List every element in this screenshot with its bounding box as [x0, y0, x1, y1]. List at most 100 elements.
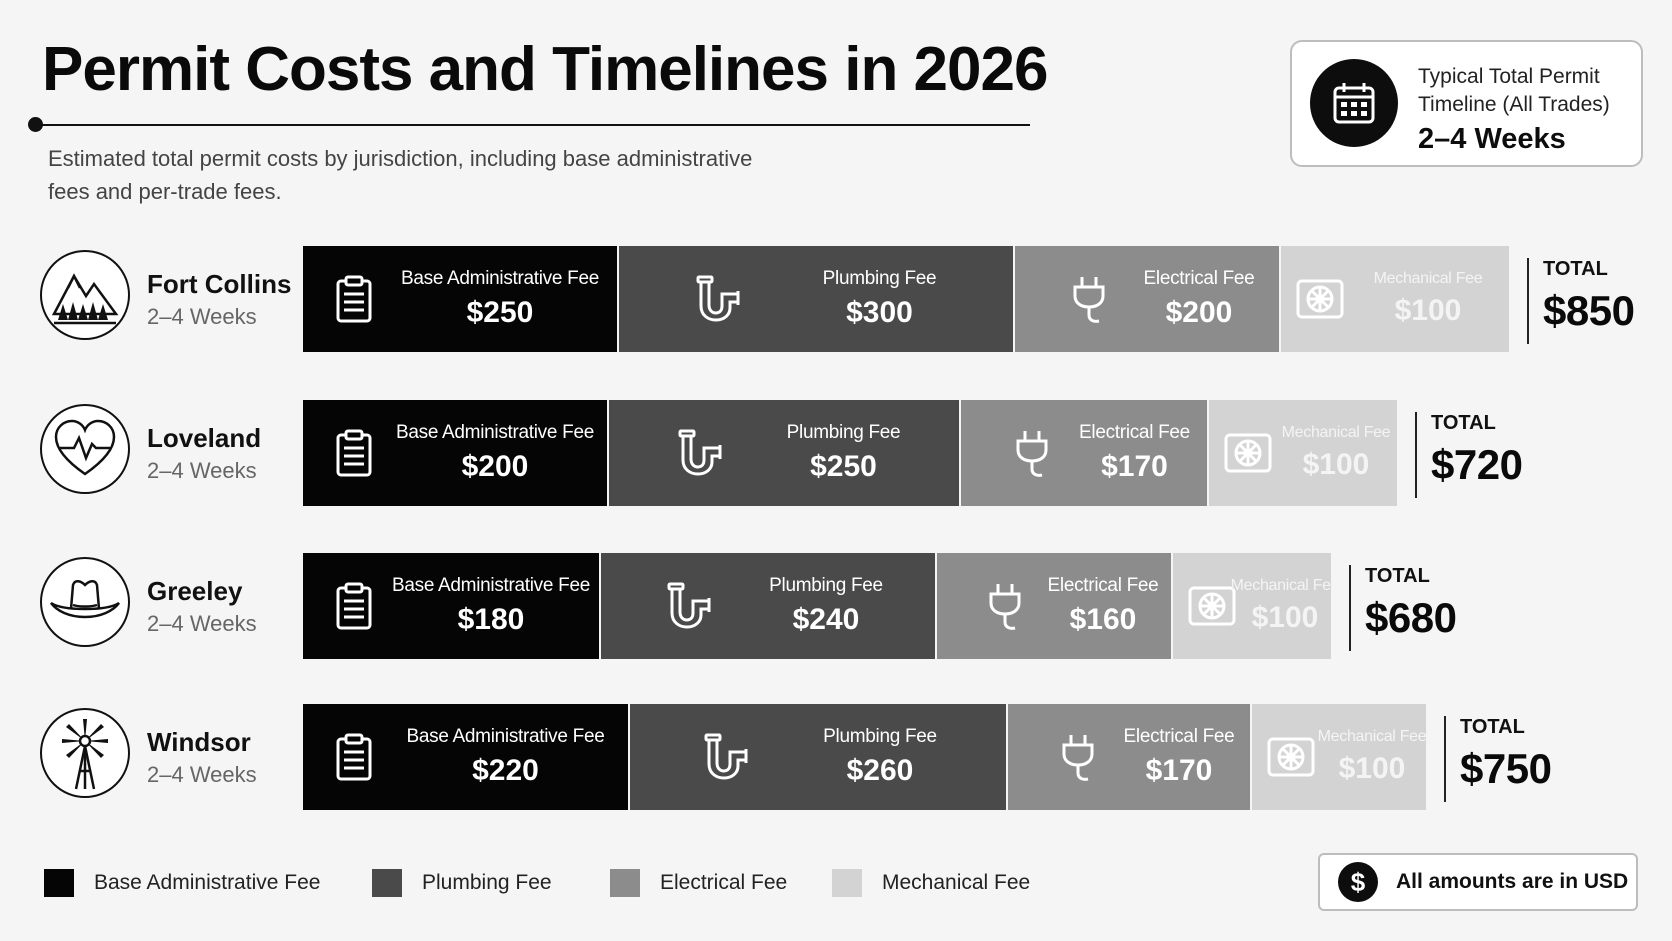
city-row: Loveland 2–4 Weeks Base Administrative Fee…	[0, 400, 1672, 510]
stacked-bar: Base Administrative Fee $200 Plumbing Fee $…	[303, 400, 1397, 506]
heart-pulse-icon	[40, 404, 130, 494]
legend-swatch-electrical	[610, 869, 640, 897]
city-name: Loveland	[147, 423, 262, 453]
bar-segment-mech: Mechanical Fee $100	[1209, 400, 1397, 506]
legend-label-electrical: Electrical Fee	[660, 871, 788, 894]
hvac-unit-icon	[1185, 579, 1239, 633]
segment-value: $170	[1145, 754, 1213, 787]
city-timeline: 2–4 Weeks	[147, 611, 257, 636]
clipboard-icon	[327, 730, 381, 784]
total-label: TOTAL	[1543, 258, 1608, 280]
legend-label-plumbing: Plumbing Fee	[422, 871, 552, 894]
bar-segment-plumb: Plumbing Fee $240	[601, 553, 937, 659]
segment-label: Base Administrative Fee	[401, 268, 599, 289]
mountains-icon	[40, 250, 130, 340]
legend-item-plumbing: Plumbing Fee	[372, 868, 552, 898]
plug-icon	[979, 579, 1033, 633]
segment-label: Plumbing Fee	[823, 726, 937, 747]
bar-segment-mech: Mechanical Fee $100	[1252, 704, 1426, 810]
legend-item-mechanical: Mechanical Fee	[832, 868, 1030, 898]
pipe-icon	[690, 272, 744, 326]
segment-label: Mechanical Fee	[1317, 728, 1426, 745]
dollar-icon: $	[1338, 862, 1378, 902]
segment-label: Base Administrative Fee	[396, 422, 594, 443]
cowboy-hat-icon	[40, 557, 130, 647]
segment-label: Plumbing Fee	[786, 422, 901, 443]
clipboard-icon	[327, 272, 381, 326]
segment-label: Electrical Fee	[1047, 575, 1159, 596]
total-value: $680	[1365, 594, 1457, 641]
page-title: Permit Costs and Timelines in 2026	[42, 35, 1048, 104]
stacked-bar: Base Administrative Fee $250 Plumbing Fee $…	[303, 246, 1509, 352]
clipboard-icon	[327, 426, 381, 480]
bar-segment-mech: Mechanical Fee $100	[1173, 553, 1331, 659]
city-timeline: 2–4 Weeks	[147, 458, 257, 483]
title-underline	[36, 124, 1030, 126]
segment-label: Electrical Fee	[1079, 422, 1190, 443]
row-total: TOTAL $750	[1444, 716, 1552, 802]
bar-segment-base: Base Administrative Fee $180	[303, 553, 601, 659]
total-label: TOTAL	[1460, 716, 1525, 738]
clipboard-icon	[327, 579, 381, 633]
legend-item-electrical: Electrical Fee	[610, 868, 787, 898]
plug-icon	[1063, 272, 1117, 326]
timeline-card: Typical Total Permit Timeline (All Trade…	[1290, 40, 1643, 167]
plug-icon	[1052, 730, 1106, 784]
hvac-unit-icon	[1293, 272, 1347, 326]
segment-value: $100	[1394, 294, 1462, 327]
legend-item-base: Base Administrative Fee	[44, 868, 320, 898]
segment-value: $160	[1069, 603, 1137, 636]
legend-swatch-plumbing	[372, 869, 402, 897]
segment-value: $250	[466, 296, 534, 329]
currency-note-label: All amounts are in USD	[1396, 870, 1629, 893]
bar-segment-base: Base Administrative Fee $200	[303, 400, 609, 506]
bar-segment-elec: Electrical Fee $200	[1015, 246, 1281, 352]
bar-segment-base: Base Administrative Fee $250	[303, 246, 619, 352]
segment-label: Base Administrative Fee	[406, 726, 605, 747]
legend-swatch-mechanical	[832, 869, 862, 897]
segment-label: Mechanical Fee	[1373, 270, 1483, 287]
plug-icon	[1006, 426, 1060, 480]
segment-value: $200	[461, 450, 529, 483]
row-total: TOTAL $720	[1415, 412, 1523, 498]
bar-segment-base: Base Administrative Fee $220	[303, 704, 630, 810]
segment-label: Plumbing Fee	[822, 268, 937, 289]
total-label: TOTAL	[1431, 412, 1496, 434]
bar-segment-plumb: Plumbing Fee $250	[609, 400, 961, 506]
segment-label: Mechanical Fee	[1230, 577, 1331, 594]
pipe-icon	[698, 730, 752, 784]
city-row: Greeley 2–4 Weeks Base Administrative Fee $…	[0, 553, 1672, 663]
segment-value: $260	[846, 754, 914, 787]
city-name: Windsor	[147, 727, 251, 757]
stacked-bar: Base Administrative Fee $220 Plumbing Fee $…	[303, 704, 1426, 810]
pipe-icon	[672, 426, 726, 480]
segment-value: $100	[1338, 752, 1406, 785]
row-total: TOTAL $850	[1527, 258, 1635, 344]
bar-segment-elec: Electrical Fee $160	[937, 553, 1173, 659]
hvac-unit-icon	[1221, 426, 1275, 480]
total-label: TOTAL	[1365, 565, 1430, 587]
segment-value: $250	[810, 450, 877, 483]
hvac-unit-icon	[1264, 730, 1318, 784]
city-row: Windsor 2–4 Weeks Base Administrative Fee $…	[0, 704, 1672, 814]
total-value: $720	[1431, 441, 1523, 488]
stacked-bar: Base Administrative Fee $180 Plumbing Fee $…	[303, 553, 1331, 659]
total-value: $850	[1543, 287, 1635, 334]
bar-segment-elec: Electrical Fee $170	[961, 400, 1209, 506]
segment-label: Base Administrative Fee	[392, 575, 590, 596]
segment-value: $300	[846, 296, 913, 329]
segment-value: $170	[1101, 450, 1168, 483]
page-subtitle: Estimated total permit costs by jurisdic…	[48, 146, 753, 204]
total-value: $750	[1460, 745, 1552, 792]
segment-label: Mechanical Fee	[1281, 424, 1391, 441]
title-underline-dot	[28, 117, 43, 132]
bar-segment-mech: Mechanical Fee $100	[1281, 246, 1509, 352]
timeline-value: 2–4 Weeks	[1418, 123, 1566, 155]
pipe-icon	[661, 579, 715, 633]
legend-swatch-base	[44, 869, 74, 897]
segment-label: Electrical Fee	[1123, 726, 1235, 747]
segment-value: $100	[1302, 448, 1370, 481]
segment-value: $200	[1165, 296, 1233, 329]
windmill-icon	[40, 708, 130, 798]
segment-value: $240	[792, 603, 860, 636]
